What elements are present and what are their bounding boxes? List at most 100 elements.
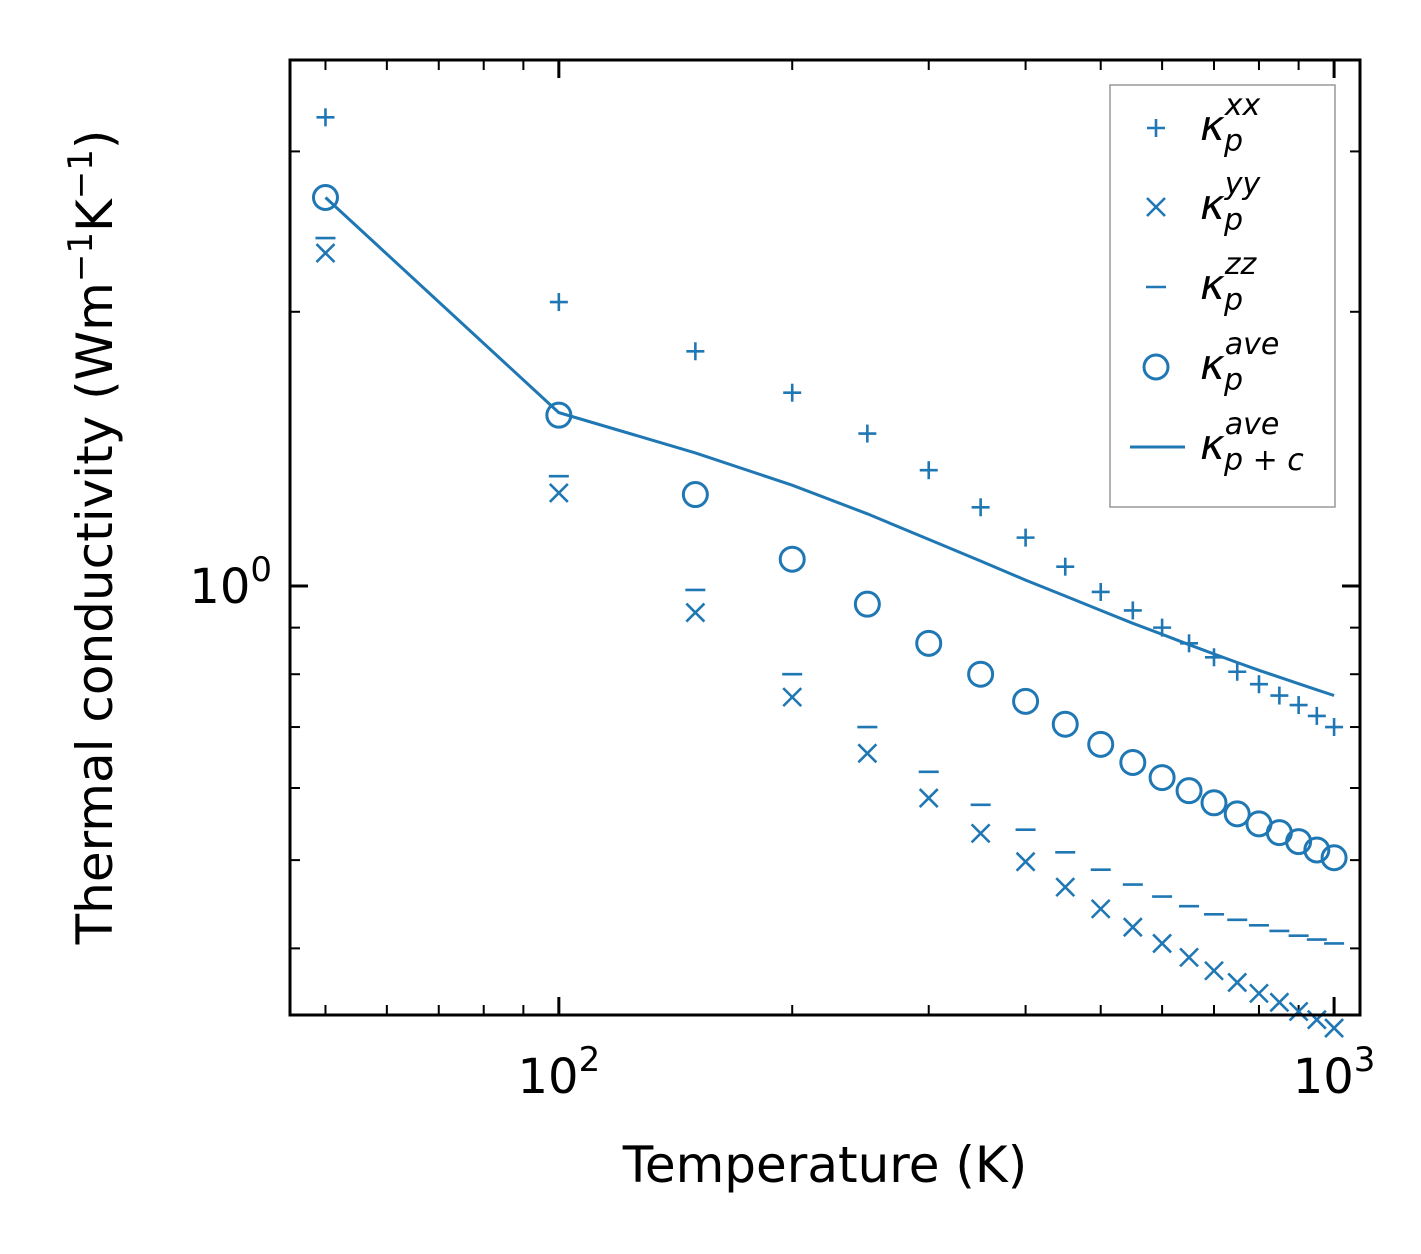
- legend-label-base: κ: [1200, 180, 1225, 229]
- point-kave: [1200, 789, 1228, 817]
- legend-label-base: κ: [1200, 101, 1225, 150]
- point-kave: [1148, 764, 1176, 792]
- legend-entry-kyy: κyy p: [1146, 167, 1262, 238]
- legend-label-sub: p: [1223, 283, 1243, 318]
- point-kxx: [1289, 696, 1308, 715]
- x-tick-label-exponent: 2: [579, 1040, 601, 1080]
- legend-entry-kxx: κxx p: [1147, 88, 1261, 159]
- minor-ticks: [290, 60, 1360, 1015]
- plot-frame: [288, 58, 1362, 1017]
- point-kyy: [1269, 992, 1290, 1013]
- legend-marker: [1147, 119, 1165, 137]
- x-tick-label-exponent: 3: [1354, 1040, 1376, 1080]
- x-marker-stroke: [1055, 877, 1076, 898]
- point-kave: [1285, 828, 1313, 856]
- point-kyy: [1055, 877, 1076, 898]
- point-kyy: [1152, 933, 1173, 954]
- point-kave: [1320, 844, 1348, 872]
- x-tick-label-base: 10: [517, 1049, 578, 1105]
- legend-label-sup: ave: [1225, 327, 1280, 362]
- point-kyy: [685, 602, 706, 623]
- legend-label-sup: yy: [1224, 167, 1262, 202]
- point-kave: [778, 545, 806, 573]
- legend-label-sup: xx: [1224, 88, 1261, 123]
- x-marker-stroke: [1227, 972, 1248, 993]
- point-kave: [1012, 687, 1040, 715]
- x-marker-stroke: [1146, 197, 1166, 217]
- point-kxx: [1123, 601, 1142, 620]
- point-kyy: [1288, 1001, 1309, 1022]
- x-marker-stroke: [1249, 983, 1269, 1004]
- y-axis-label-exp2: −1: [61, 149, 101, 199]
- point-kave: [1087, 730, 1115, 758]
- legend-marker: [1146, 197, 1166, 217]
- point-kave: [853, 590, 881, 618]
- legend-label: κxx p: [1200, 88, 1261, 159]
- series-kave: [311, 184, 1348, 872]
- x-marker-stroke: [1090, 898, 1111, 919]
- point-kave: [1303, 836, 1331, 864]
- point-kyy: [782, 687, 803, 708]
- legend-label: κyy p: [1200, 167, 1262, 238]
- x-marker-stroke: [1015, 851, 1036, 872]
- point-kave: [311, 184, 339, 212]
- x-marker-stroke: [1204, 960, 1224, 981]
- y-axis-label-unit: K: [66, 198, 124, 232]
- series-layer: [311, 108, 1348, 1039]
- legend-label-sub: p + c: [1223, 443, 1304, 478]
- x-tick-label: 103: [1293, 1040, 1376, 1105]
- legend-label-sup: zz: [1224, 247, 1258, 282]
- point-kyy: [1204, 960, 1224, 981]
- point-kxx: [1249, 675, 1268, 694]
- point-kyy: [857, 743, 878, 764]
- series-kxx: [316, 108, 1344, 737]
- legend-label-base: κ: [1200, 340, 1225, 389]
- x-marker-stroke: [918, 788, 939, 808]
- x-marker-stroke: [1179, 947, 1199, 968]
- point-kave: [967, 660, 995, 688]
- legend-label-sub: p: [1223, 124, 1243, 159]
- series-kyy: [315, 243, 1345, 1039]
- legend-label-base: κ: [1200, 260, 1225, 309]
- point-kyy: [1015, 851, 1036, 872]
- point-kxx: [783, 383, 802, 402]
- point-kxx: [858, 424, 877, 443]
- point-kave: [915, 629, 943, 657]
- point-kave: [1175, 777, 1203, 805]
- x-marker-stroke: [685, 602, 706, 623]
- point-kyy: [1090, 898, 1111, 919]
- y-tick-label-exponent: 0: [250, 550, 272, 590]
- point-kxx: [549, 293, 568, 312]
- point-kxx: [1091, 582, 1110, 601]
- legend-label-sub: p: [1223, 363, 1243, 398]
- point-kyy: [1227, 972, 1248, 993]
- point-kave: [1119, 748, 1147, 776]
- x-marker-stroke: [857, 743, 878, 764]
- y-axis-label-text: Thermal conductivity (Wm: [66, 282, 124, 945]
- point-kxx: [1270, 686, 1289, 705]
- series-line-kpc: [324, 196, 1335, 697]
- legend-entry-kave: κave p: [1142, 327, 1280, 398]
- point-kyy: [1122, 917, 1143, 938]
- x-marker-stroke: [1288, 1001, 1309, 1022]
- legend-label-sup: ave: [1225, 407, 1280, 442]
- point-kyy: [918, 788, 939, 808]
- legend-label-sub: p: [1223, 203, 1243, 238]
- legend-box: [1109, 84, 1336, 508]
- point-kave: [1051, 710, 1079, 738]
- legend-marker: [1142, 353, 1170, 381]
- point-kxx: [1056, 557, 1075, 576]
- point-kave: [681, 481, 709, 509]
- point-kxx: [686, 342, 705, 361]
- point-kxx: [1228, 662, 1247, 681]
- x-marker-stroke: [548, 483, 569, 503]
- series-kzz: [315, 236, 1345, 945]
- point-kxx: [1016, 528, 1035, 547]
- major-ticks: [290, 60, 1360, 1015]
- point-kyy: [315, 243, 336, 264]
- x-marker-stroke: [315, 243, 336, 264]
- point-kyy: [1179, 947, 1199, 968]
- y-axis-label-close: ): [66, 130, 124, 150]
- x-marker-stroke: [1269, 992, 1290, 1013]
- x-marker-stroke: [1324, 1018, 1345, 1039]
